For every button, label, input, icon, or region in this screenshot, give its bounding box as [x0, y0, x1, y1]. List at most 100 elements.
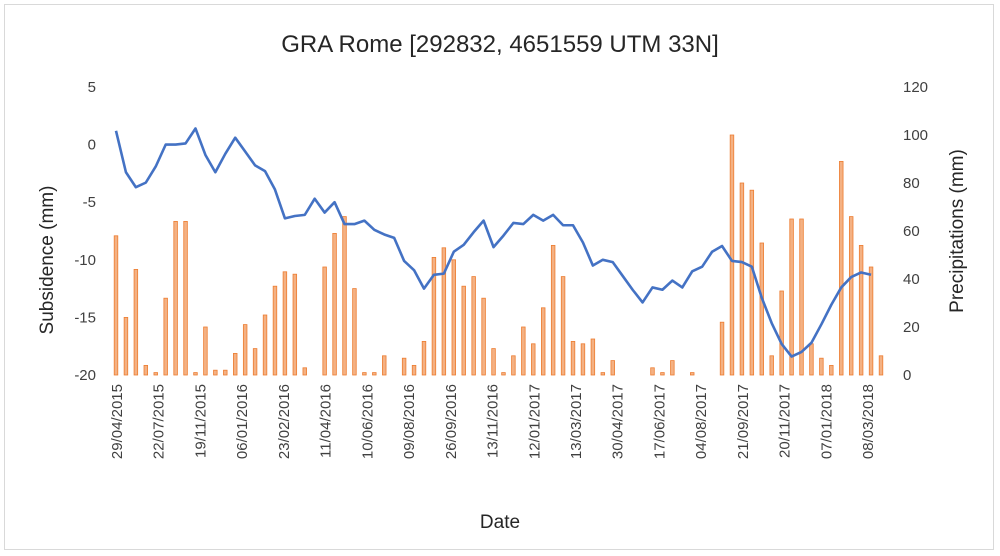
y-left-tick-label: 5 [88, 79, 96, 96]
precipitation-bar [809, 343, 814, 376]
precipitation-bar [223, 369, 228, 376]
x-tick-label: 22/07/2015 [151, 384, 168, 459]
precipitation-bar [501, 372, 506, 376]
precipitation-bars [113, 134, 884, 376]
precipitation-bar [799, 218, 804, 376]
precipitation-bar [352, 288, 357, 376]
precipitation-bar [491, 348, 496, 376]
y-right-tick-label: 80 [903, 175, 920, 192]
y-left-tick-label: -20 [74, 367, 96, 384]
x-tick-label: 20/11/2017 [777, 384, 794, 458]
precipitation-bar [262, 314, 268, 376]
precipitation-bar [451, 259, 456, 376]
x-tick-label: 12/01/2017 [526, 384, 543, 459]
x-tick-label: 13/11/2016 [485, 384, 502, 458]
y-right-axis-title: Precipitations (mm) [947, 149, 968, 313]
precipitation-bar [113, 235, 119, 376]
precipitation-bar [411, 364, 417, 376]
precipitation-bar [133, 268, 139, 376]
x-axis-title: Date [480, 512, 520, 533]
precipitation-bar [272, 285, 278, 376]
precipitation-bar [292, 273, 298, 376]
chart-title: GRA Rome [292832, 4651559 UTM 33N] [281, 31, 719, 58]
precipitation-bar [829, 364, 834, 376]
precipitation-bar [660, 372, 665, 376]
x-tick-label: 04/08/2017 [693, 384, 710, 459]
precipitation-bar [739, 182, 745, 376]
precipitation-bar [848, 216, 854, 376]
x-tick-label: 21/09/2017 [735, 384, 752, 459]
precipitation-bar [332, 232, 337, 376]
y-right-tick-label: 20 [903, 319, 920, 336]
precipitation-bar [481, 297, 486, 376]
precipitation-bar [521, 326, 526, 376]
subsidence-line [114, 127, 872, 358]
x-tick-label: 10/06/2016 [359, 384, 376, 459]
precipitation-bar [421, 340, 427, 376]
y-right-tick-label: 100 [903, 127, 928, 144]
precipitation-bar [302, 367, 307, 376]
x-tick-label: 06/01/2016 [234, 384, 251, 459]
left-axis-ticks: 5 0 -5 -10 -15 -20 [74, 79, 96, 384]
precipitation-bar [322, 266, 327, 376]
precipitation-bar [789, 218, 794, 376]
precipitation-bar [769, 355, 774, 376]
x-tick-label: 07/01/2018 [818, 384, 835, 459]
x-tick-label: 29/04/2015 [109, 384, 126, 459]
x-tick-label: 30/04/2017 [610, 384, 627, 459]
precipitation-bar [719, 321, 725, 376]
precipitation-bar [372, 372, 377, 376]
precipitation-bar [729, 134, 735, 376]
y-left-tick-label: -15 [74, 309, 96, 326]
y-right-tick-label: 120 [903, 79, 928, 96]
precipitation-bar [749, 189, 755, 376]
precipitation-bar [441, 247, 447, 376]
precipitation-bar [541, 307, 546, 376]
precipitation-bar [252, 348, 258, 376]
x-tick-label: 17/06/2017 [652, 384, 669, 459]
precipitation-bar [471, 276, 476, 376]
right-axis-ticks: 120 100 80 60 40 20 0 [903, 79, 928, 384]
precipitation-bar [580, 343, 586, 376]
x-tick-label: 09/08/2016 [401, 384, 418, 459]
precipitation-bar [233, 352, 238, 376]
precipitation-bar [362, 372, 367, 376]
precipitation-bar [143, 364, 149, 376]
precipitation-bar [779, 290, 784, 376]
x-tick-label: 13/03/2017 [568, 384, 585, 459]
x-tick-label: 08/03/2018 [860, 384, 877, 459]
precipitation-bar [431, 256, 437, 376]
y-left-tick-label: 0 [88, 137, 96, 154]
precipitation-bar [173, 220, 178, 376]
precipitation-bar [858, 244, 864, 376]
precipitation-bar [590, 338, 596, 376]
y-left-axis-title: Subsidence (mm) [37, 186, 58, 335]
precipitation-bar [282, 271, 288, 376]
precipitation-bar [163, 297, 168, 376]
y-right-tick-label: 60 [903, 223, 920, 240]
subsidence-line-group [114, 127, 872, 358]
y-left-tick-label: -10 [74, 252, 96, 269]
precipitation-bar [650, 367, 655, 376]
precipitation-bar [123, 316, 129, 376]
precipitation-bar [759, 242, 764, 376]
x-tick-label: 26/09/2016 [443, 384, 460, 459]
precipitation-bar [690, 372, 695, 376]
precipitation-bar [213, 369, 218, 376]
precipitation-bar [183, 220, 188, 376]
precipitation-bar [868, 266, 874, 376]
precipitation-bar [511, 355, 516, 376]
precipitation-bar [531, 343, 536, 376]
x-tick-label: 19/11/2015 [193, 384, 210, 458]
chart-frame [4, 4, 994, 550]
precipitation-bar [461, 285, 466, 376]
y-left-tick-label: -5 [83, 194, 96, 211]
precipitation-bar [570, 340, 576, 376]
y-right-tick-label: 40 [903, 271, 920, 288]
precipitation-bar [878, 355, 884, 376]
precipitation-bar [560, 276, 566, 376]
precipitation-bar [153, 372, 158, 376]
precipitation-bar [193, 372, 198, 376]
precipitation-bar [550, 244, 556, 376]
